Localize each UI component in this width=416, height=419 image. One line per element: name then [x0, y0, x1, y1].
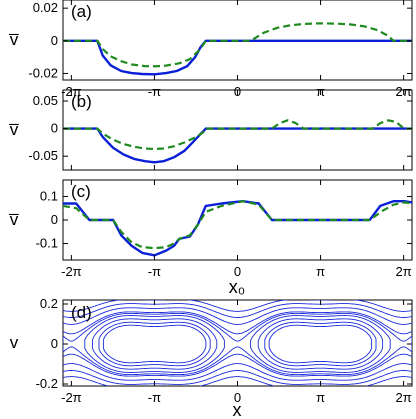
panel-d-x-ticks: -2π -π 0 π 2π: [61, 300, 412, 405]
panel-d-plot-area: [63, 300, 412, 386]
x-tick-label: π: [316, 390, 325, 405]
panel-c-label: (c): [71, 182, 91, 201]
trapped-orbit: [98, 321, 211, 367]
panel-a-label: (a): [71, 2, 92, 21]
series-line-solid: [63, 199, 413, 257]
panel-a-plot-area: [63, 22, 412, 76]
y-tick-label: -0.05: [28, 148, 58, 163]
x-tick-label: -π: [148, 390, 161, 405]
panel-d-ylabel: v: [10, 333, 19, 352]
y-tick-label: -0.1: [36, 236, 58, 251]
y-tick-label: 0: [51, 212, 58, 227]
series-line-dashed: [62, 200, 413, 250]
y-tick-label: -0.02: [28, 65, 58, 80]
panel-c-x-ticks: -2π -π 0 π 2π: [61, 180, 412, 279]
y-tick-label: 0.05: [33, 93, 58, 108]
panel-c-y-ticks: -0.1 0 0.1: [36, 188, 412, 251]
x-tick-label: 0: [234, 264, 241, 279]
panel-c-xlabel: x₀: [229, 277, 245, 297]
panel-c: -0.1 0 0.1 -2π -π 0 π 2π (c) v̅ x₀: [9, 179, 413, 297]
passing-orbit: [63, 376, 412, 386]
panel-c-ylabel: v̅: [9, 210, 19, 229]
panel-b-ylabel: v̅: [9, 120, 19, 139]
panel-d-xlabel: x: [233, 400, 242, 419]
passing-orbit: [63, 303, 412, 318]
passing-orbit: [63, 307, 412, 325]
panel-a-y-ticks: -0.02 0 0.02: [28, 0, 412, 80]
series-line-dashed: [63, 22, 412, 68]
x-tick-label: 2π: [396, 264, 412, 279]
y-tick-label: 0: [51, 336, 58, 351]
x-tick-label: π: [316, 264, 325, 279]
passing-orbit: [63, 363, 412, 381]
trapped-orbit: [264, 321, 377, 367]
y-tick-label: 0: [51, 121, 58, 136]
x-tick-label: -2π: [61, 264, 82, 279]
x-tick-label: 0: [234, 390, 241, 405]
y-tick-label: 0: [51, 33, 58, 48]
passing-orbit: [63, 353, 412, 377]
y-tick-label: 0.02: [33, 0, 58, 15]
y-tick-label: 0.1: [40, 188, 58, 203]
panel-b-x-ticks: [70, 90, 405, 170]
trapped-orbit: [257, 318, 384, 370]
trapped-orbit: [84, 315, 225, 373]
panel-c-plot-area: [62, 199, 413, 257]
panel-b-frame: [62, 89, 413, 171]
trapped-orbit: [102, 324, 207, 364]
series-line-dashed: [63, 119, 412, 151]
panel-d-y-ticks: -0.2 0 0.2: [36, 296, 412, 391]
panel-b-y-ticks: -0.05 0 0.05: [28, 93, 412, 163]
series-line-solid: [63, 127, 412, 164]
panel-d-label: (d): [71, 303, 92, 322]
panel-a-ylabel: v̅: [9, 30, 19, 49]
passing-orbit: [63, 300, 412, 312]
passing-orbit: [63, 311, 412, 335]
x-tick-label: 2π: [396, 390, 412, 405]
trapped-orbit: [268, 324, 373, 364]
x-tick-label: -2π: [61, 390, 82, 405]
x-tick-label: -π: [148, 264, 161, 279]
panel-b: -0.05 0 0.05 (b) v̅: [9, 89, 413, 171]
trapped-orbit: [91, 318, 218, 370]
panel-b-plot-area: [63, 119, 412, 164]
y-tick-label: 0.2: [40, 296, 58, 311]
passing-orbit: [63, 370, 412, 385]
panel-d: -0.2 0 0.2 -2π -π 0 π 2π (d) v x: [10, 296, 413, 419]
trapped-orbit: [63, 312, 412, 376]
panel-b-label: (b): [71, 92, 92, 111]
phase-orbits: [63, 300, 412, 386]
trapped-orbit: [250, 315, 391, 373]
y-tick-label: -0.2: [36, 376, 58, 391]
